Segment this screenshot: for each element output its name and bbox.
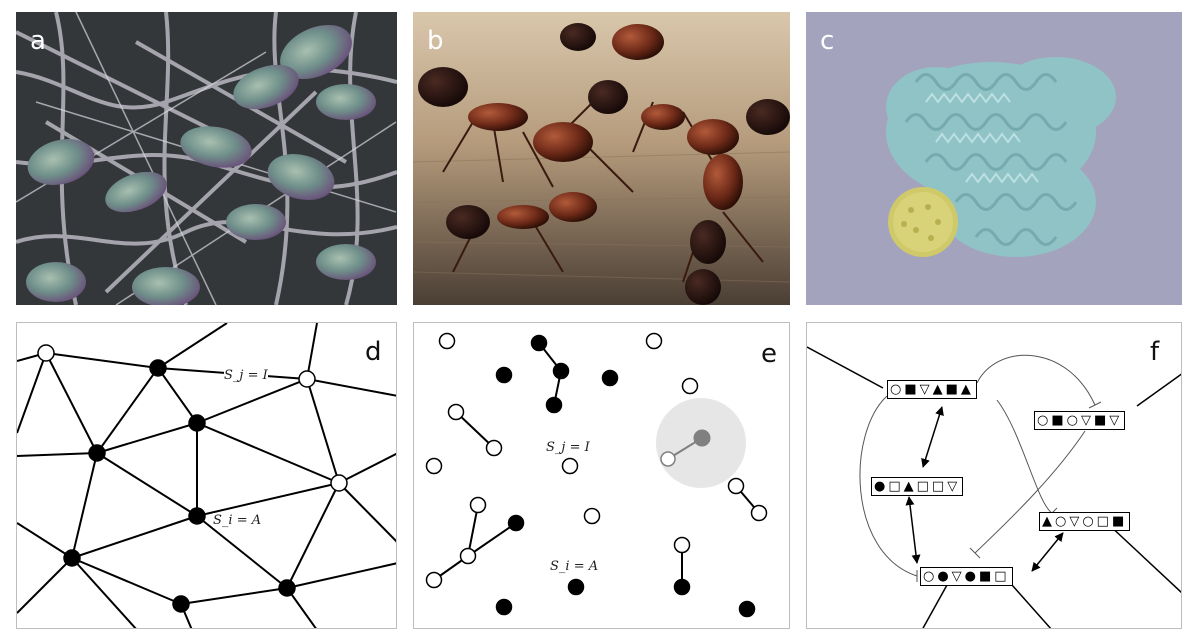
symbol-string-bottom: ○●▽●■□ [920,567,1013,586]
symbol-string-top: ○■▽▲■▲ [887,380,977,399]
network-node-active [278,579,296,597]
symbol-string-middle: ●□▲□□▽ [871,477,964,496]
neuron-network-illustration [16,12,397,305]
network-graph [17,323,396,628]
symbol-string-text: ●□▲□□▽ [874,479,961,494]
symbol-string-text: ○■○▽■▽ [1037,413,1123,428]
network-node-inactive [330,474,348,492]
network-node-inactive [298,370,316,388]
label-sj-inactive: S_j = I [546,440,590,455]
label-si-active: S_i = A [550,559,599,574]
network-node-active [149,359,167,377]
network-node-active [188,414,206,432]
network-node-active [188,507,206,525]
symbol-string-text: ○■▽▲■▲ [890,382,974,397]
panel-label-f: f [1150,337,1160,367]
agents-scatter [425,332,768,618]
symbolic-network-links [807,346,1181,628]
panel-label-b: b [427,26,444,56]
immune-cell-illustration [806,12,1182,305]
symbol-string-lower-right: ▲○▽○□■ [1039,512,1131,531]
symbol-string-text: ▲○▽○□■ [1042,514,1128,529]
symbol-string-right: ○■○▽■▽ [1034,411,1126,430]
panel-f-symbolic-network: ○■▽▲■▲ ○■○▽■▽ ●□▲□□▽ ▲○▽○□■ ○●▽●■□ f [806,322,1182,629]
network-node-active [172,595,190,613]
network-node-active [63,549,81,567]
panel-e-agents-diagram: S_j = I S_i = A e [413,322,790,629]
network-node-inactive [37,344,55,362]
panel-label-d: d [365,337,382,367]
panel-b-ants-image: b [413,12,790,305]
label-si-active: S_i = A [213,513,262,528]
network-node-active [88,444,106,462]
panel-a-neuron-image: a [16,12,397,305]
panel-label-e: e [761,339,777,369]
symbol-string-text: ○●▽●■□ [923,569,1010,584]
panel-label-c: c [820,26,835,56]
ants-illustration [413,12,790,305]
label-sj-inactive: S_j = I [224,368,268,383]
panel-c-immune-cell-image: c [806,12,1182,305]
panel-d-network-diagram: S_j = I S_i = A d [16,322,397,629]
panel-label-a: a [30,26,46,56]
